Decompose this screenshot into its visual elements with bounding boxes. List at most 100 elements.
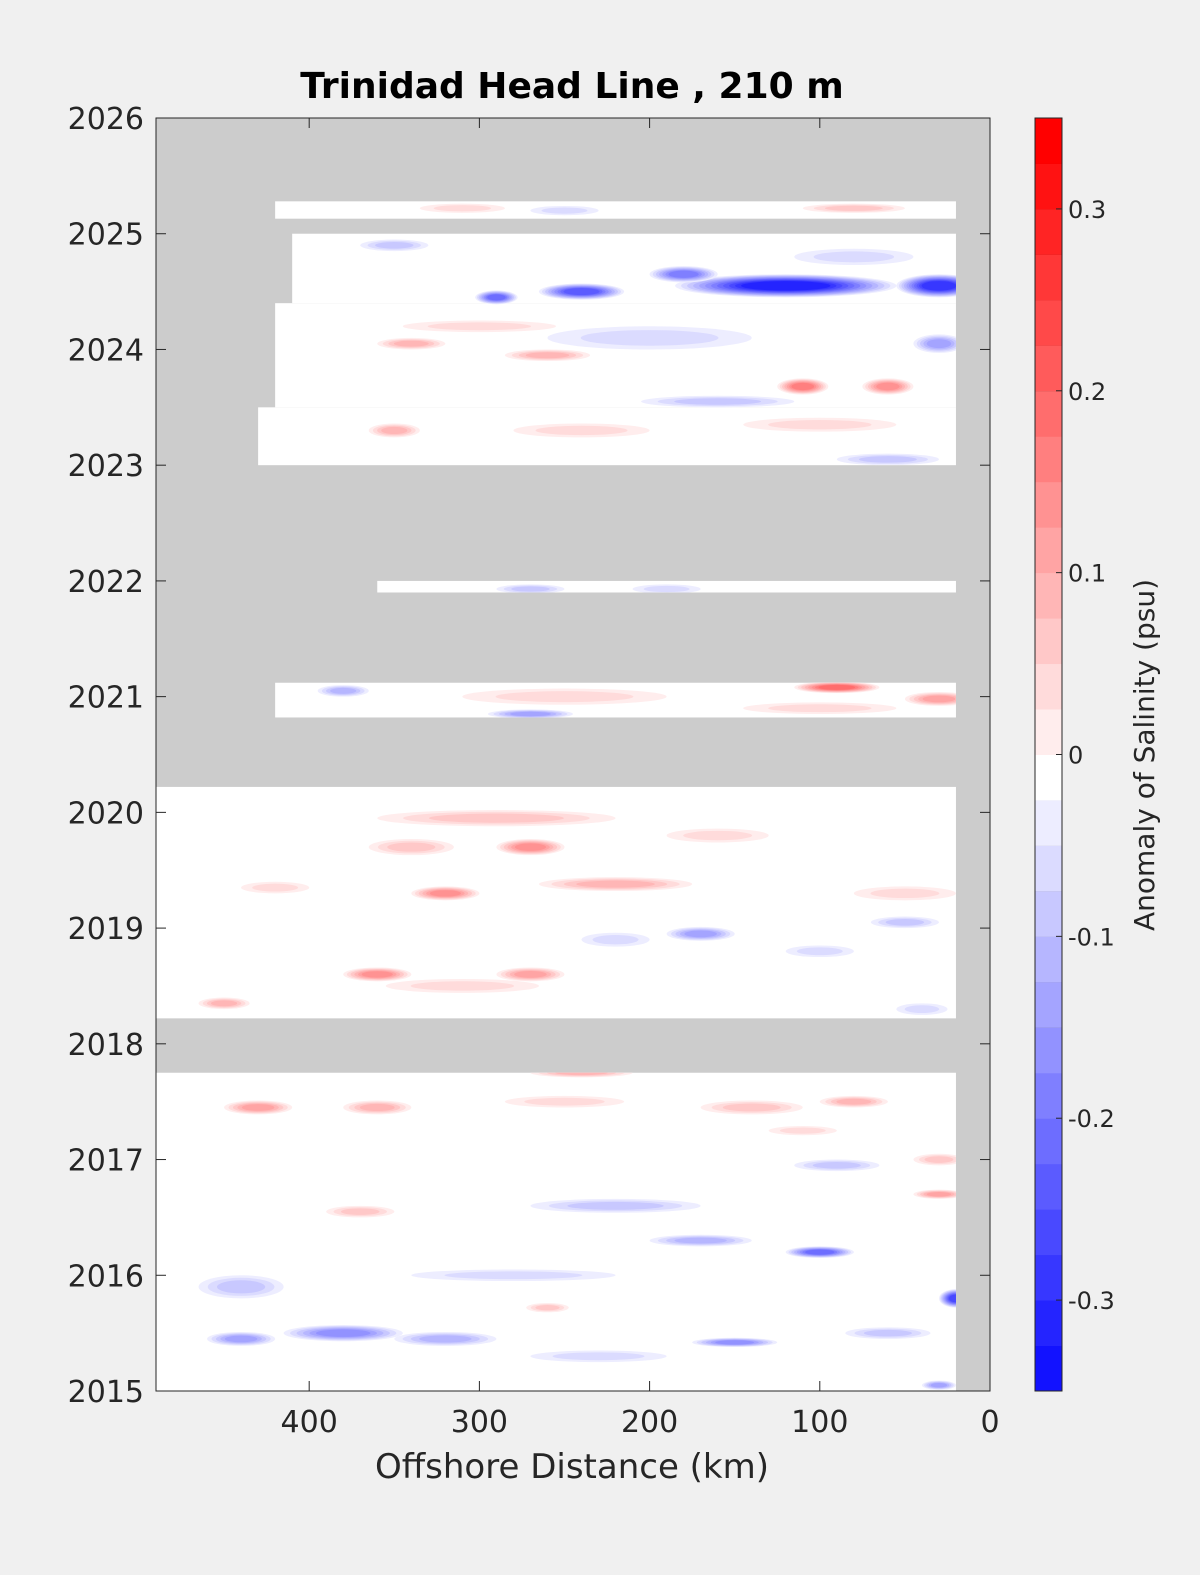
anomaly-feature — [411, 1269, 616, 1282]
contour-level — [387, 842, 436, 852]
anomaly-feature — [649, 1234, 752, 1247]
anomaly-feature — [794, 681, 880, 694]
colorbar-tick-label: 0.2 — [1068, 378, 1106, 406]
contour-level — [722, 1103, 781, 1112]
anomaly-feature — [632, 584, 701, 594]
colorbar-tick-label: 0.3 — [1068, 196, 1106, 224]
contour-level — [741, 281, 831, 291]
x-axis-label: Offshore Distance (km) — [375, 1447, 769, 1487]
contour-level — [374, 242, 414, 249]
contour-level — [514, 971, 547, 978]
contour-level — [858, 456, 917, 463]
y-tick-label: 2019 — [68, 912, 144, 947]
contour-level — [511, 586, 550, 592]
anomaly-feature — [283, 1325, 403, 1342]
data-band-5 — [275, 303, 956, 408]
y-tick-label: 2016 — [68, 1259, 144, 1294]
contour-level — [361, 971, 393, 978]
contour-level — [552, 1352, 645, 1361]
contour-level — [315, 1329, 371, 1337]
y-tick-label: 2026 — [68, 102, 144, 137]
colorbar-tick-label: -0.1 — [1068, 923, 1115, 951]
plot-area — [156, 118, 990, 1391]
y-tick-label: 2021 — [68, 681, 144, 716]
chart-title: Trinidad Head Line , 210 m — [300, 66, 843, 107]
contour-level — [241, 1104, 275, 1111]
y-tick-label: 2020 — [68, 796, 144, 831]
contour-level — [870, 888, 940, 899]
contour-level — [210, 1000, 238, 1007]
contour-level — [674, 398, 762, 405]
contour-level — [535, 425, 628, 436]
anomaly-feature — [649, 266, 718, 283]
colorbar-segment — [1035, 845, 1062, 892]
anomaly-feature — [360, 239, 429, 252]
anomaly-feature — [845, 1327, 931, 1339]
colorbar-segment — [1035, 345, 1062, 392]
anomaly-feature — [475, 290, 518, 305]
data-bands — [156, 201, 956, 1391]
anomaly-feature — [207, 1331, 276, 1346]
anomaly-feature — [241, 881, 310, 894]
anomaly-feature — [700, 1100, 803, 1115]
y-tick-label: 2018 — [68, 1028, 144, 1063]
colorbar-segment — [1035, 618, 1062, 665]
anomaly-feature — [538, 283, 625, 300]
colorbar-segment — [1035, 1027, 1062, 1074]
contour-level — [683, 830, 753, 841]
contour-level — [592, 934, 639, 945]
anomaly-feature — [368, 423, 420, 438]
anomaly-feature — [904, 692, 956, 706]
contour-level — [863, 1329, 912, 1337]
contour-level — [487, 294, 506, 301]
contour-level — [252, 883, 299, 892]
y-tick-label: 2023 — [68, 449, 144, 484]
contour-level — [643, 585, 690, 593]
contour-level — [668, 270, 699, 278]
contour-level — [876, 382, 900, 391]
anomaly-feature — [547, 326, 752, 350]
anomaly-feature — [343, 967, 412, 982]
contour-level — [429, 890, 461, 897]
contour-level — [563, 288, 600, 296]
anomaly-feature — [785, 945, 854, 958]
contour-level — [674, 1237, 727, 1244]
anomaly-feature — [326, 1205, 395, 1218]
colorbar-segment — [1035, 799, 1062, 846]
colorbar-segment — [1035, 1300, 1062, 1347]
colorbar-segment — [1035, 1209, 1062, 1256]
contour-level — [768, 419, 872, 430]
anomaly-feature — [836, 453, 939, 466]
colorbar-segment — [1035, 1072, 1062, 1119]
contour-level — [791, 382, 815, 391]
contour-level — [359, 1103, 395, 1112]
colorbar-segment — [1035, 118, 1062, 164]
contour-level — [796, 947, 843, 956]
contour-level — [818, 684, 856, 690]
x-tick-label: 100 — [791, 1405, 848, 1440]
colorbar-segment — [1035, 890, 1062, 937]
anomaly-feature — [496, 967, 565, 982]
anomaly-feature — [487, 709, 573, 719]
contour-level — [930, 1382, 948, 1388]
colorbar-tick-label: 0.1 — [1068, 560, 1106, 588]
contour-level — [419, 1335, 472, 1343]
anomaly-feature — [768, 1125, 837, 1136]
colorbar-tick-label: -0.2 — [1068, 1105, 1115, 1133]
anomaly-feature — [419, 203, 505, 213]
colorbar-segment — [1035, 1345, 1062, 1392]
colorbar-segment — [1035, 981, 1062, 1028]
anomaly-feature — [317, 685, 369, 697]
anomaly-feature — [938, 1289, 956, 1308]
contour-level — [576, 880, 655, 888]
anomaly-feature — [896, 274, 956, 298]
colorbar-segment — [1035, 1254, 1062, 1301]
anomaly-feature — [530, 1350, 667, 1363]
anomaly-feature — [870, 916, 939, 929]
anomaly-feature — [402, 320, 556, 333]
anomaly-feature — [377, 337, 446, 350]
contour-level — [535, 1305, 560, 1311]
contour-level — [524, 1097, 605, 1106]
contour-level — [684, 930, 717, 938]
